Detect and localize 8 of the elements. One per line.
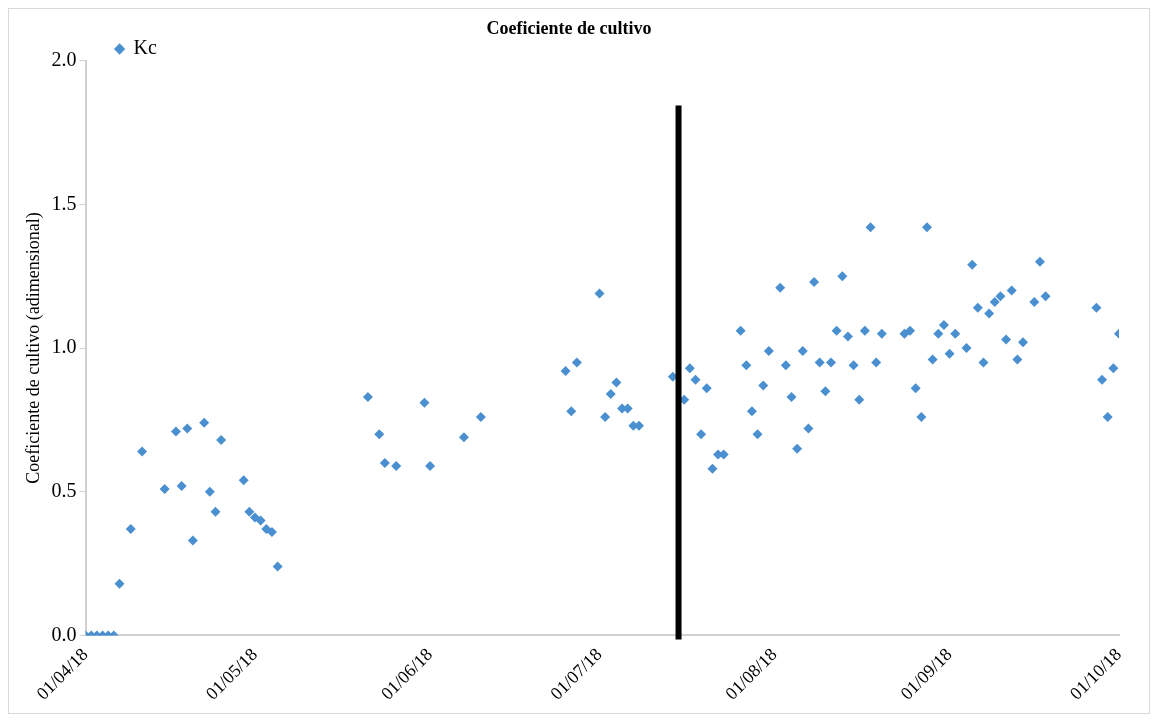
y-tick-label: 2.0 (51, 47, 77, 70)
legend-label: Kc (133, 36, 158, 59)
y-tick-label: 1.0 (51, 335, 77, 358)
chart-title: Coeficiente de cultivo (486, 18, 652, 39)
y-tick-label: 0.0 (51, 622, 77, 645)
y-tick-label: 0.5 (51, 479, 77, 501)
y-tick-label: 1.5 (51, 191, 77, 214)
y-axis-title: Coeficiente de cultivo (adimensional) (22, 212, 44, 484)
